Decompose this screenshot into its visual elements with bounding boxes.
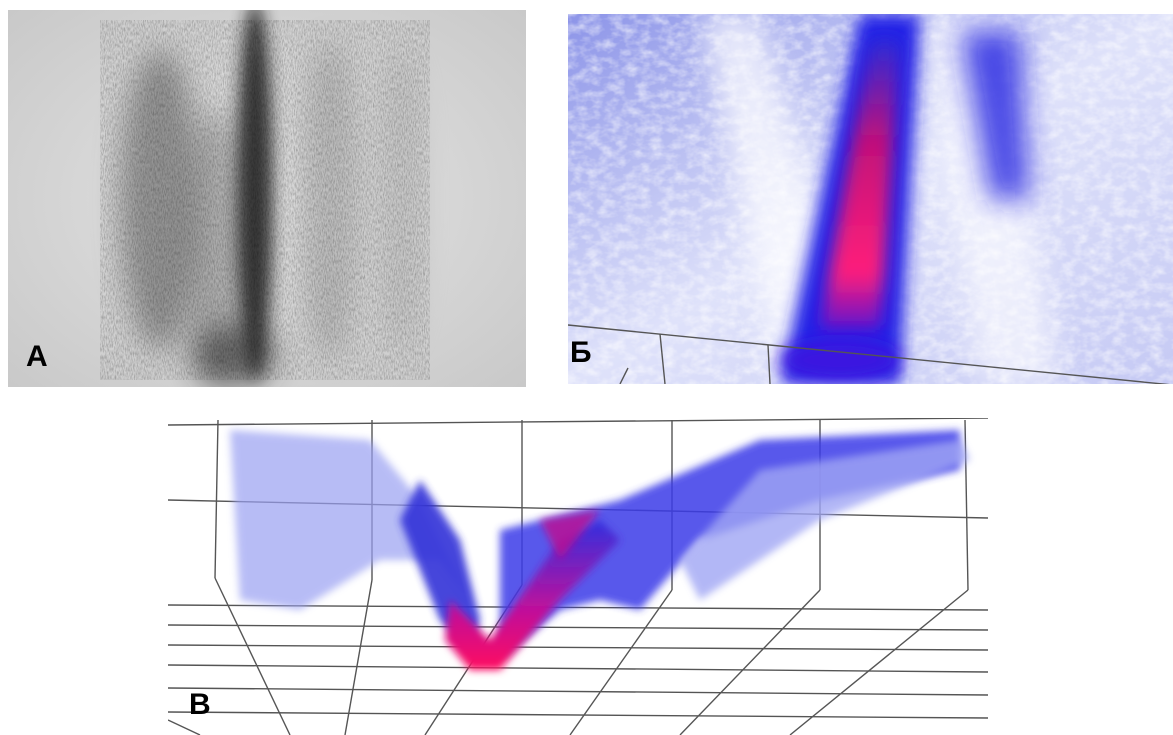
panel-b (568, 14, 1173, 384)
panel-label: В (189, 688, 211, 721)
panel-label: Б (570, 336, 592, 369)
panel-a (8, 10, 526, 387)
panel-label: А (26, 340, 48, 373)
panel-c (168, 418, 988, 735)
